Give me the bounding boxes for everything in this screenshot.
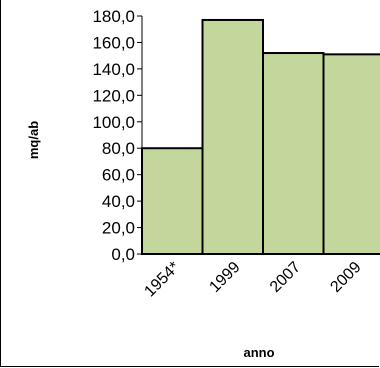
bar-2007 — [262, 52, 325, 256]
y-tick-label: 20,0 — [102, 219, 135, 238]
bars — [141, 18, 380, 256]
bar-1999 — [201, 18, 264, 256]
y-tick-label: 160,0 — [92, 33, 135, 52]
x-tick-label: 1999 — [206, 259, 243, 296]
y-tick-label: 100,0 — [92, 113, 135, 132]
y-tick-label: 140,0 — [92, 60, 135, 79]
x-axis-labels: 1954* 1999 2007 2009 — [141, 259, 364, 301]
y-tick-label: 60,0 — [102, 166, 135, 185]
bar-2009 — [322, 53, 380, 255]
y-tick-label: 0,0 — [111, 245, 135, 264]
x-tick-label: 2009 — [327, 259, 364, 296]
y-tick-label: 40,0 — [102, 192, 135, 211]
bar-1954* — [141, 147, 204, 256]
x-tick-label: 2007 — [267, 259, 304, 296]
x-tick-label: 1954* — [141, 259, 183, 301]
x-axis-title: anno — [243, 345, 274, 360]
y-tick-label: 120,0 — [92, 86, 135, 105]
y-tick-label: 80,0 — [102, 139, 135, 158]
y-tick-label: 180,0 — [92, 7, 135, 26]
y-axis-title: mq/ab — [26, 121, 41, 159]
